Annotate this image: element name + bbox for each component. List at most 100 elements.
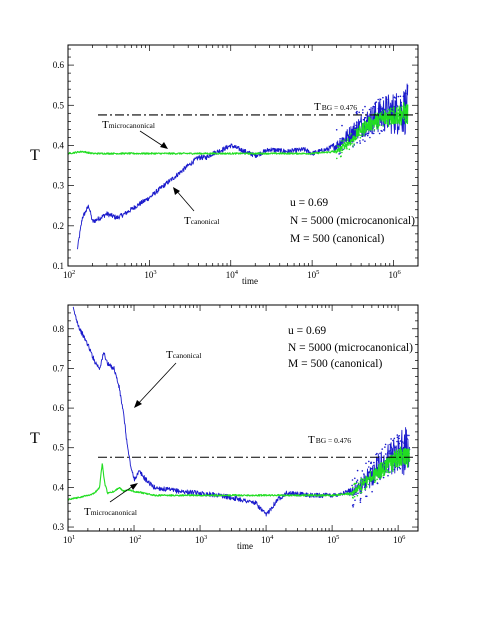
series-point-microcanonical: [387, 469, 389, 472]
series-point-microcanonical: [389, 471, 391, 473]
series-point-canonical: [404, 100, 406, 103]
chart-bottom-x-axis-label: time: [237, 541, 253, 551]
series-point-microcanonical: [362, 482, 364, 484]
series-point-microcanonical: [399, 119, 402, 122]
series-point-canonical: [377, 107, 380, 110]
series-point-microcanonical: [335, 151, 338, 153]
series-point-canonical: [376, 459, 378, 461]
series-point-canonical: [379, 104, 382, 106]
series-point-canonical: [391, 102, 394, 104]
series-point-microcanonical: [381, 111, 383, 113]
series-point-microcanonical: [351, 494, 354, 496]
series-point-canonical: [364, 105, 366, 108]
series-point-canonical: [382, 96, 384, 99]
series-point-canonical: [405, 436, 408, 439]
series-point-microcanonical: [389, 109, 392, 111]
series-point-microcanonical: [376, 117, 379, 120]
series-point-microcanonical: [369, 470, 372, 473]
series-point-microcanonical: [403, 107, 406, 110]
series-point-canonical: [362, 109, 364, 111]
series-point-canonical: [377, 98, 380, 101]
series-point-canonical: [394, 97, 397, 99]
chart-top-label-microcanonical: Tmicrocanonical: [102, 119, 155, 131]
series-point-canonical: [380, 456, 383, 459]
series-line-canonical: [76, 83, 409, 250]
series-point-microcanonical: [383, 115, 386, 117]
series-point-microcanonical: [406, 462, 409, 465]
series-point-canonical: [368, 460, 370, 463]
series-point-microcanonical: [385, 112, 388, 115]
series-point-canonical: [379, 452, 381, 455]
series-point-canonical: [363, 486, 366, 489]
series-point-microcanonical: [368, 480, 371, 482]
series-point-canonical: [400, 101, 403, 104]
series-point-microcanonical: [374, 469, 377, 471]
series-point-microcanonical: [380, 469, 382, 472]
series-point-canonical: [379, 98, 382, 101]
series-point-canonical: [370, 468, 372, 470]
y-tick-label: 0.1: [53, 261, 64, 271]
series-point-microcanonical: [377, 466, 380, 469]
series-point-canonical: [387, 98, 389, 101]
series-point-microcanonical: [355, 487, 358, 489]
series-point-canonical: [398, 442, 401, 445]
series-point-canonical: [359, 497, 362, 500]
series-point-canonical: [374, 103, 376, 105]
series-point-canonical: [382, 129, 385, 131]
series-point-microcanonical: [387, 466, 389, 468]
series-point-microcanonical: [389, 457, 392, 460]
series-point-canonical: [399, 95, 402, 98]
y-tick-label: 0.7: [53, 363, 65, 373]
series-point-canonical: [369, 136, 371, 139]
series-point-microcanonical: [341, 149, 344, 152]
series-point-canonical: [351, 484, 353, 487]
series-point-microcanonical: [341, 151, 343, 154]
series-point-canonical: [362, 118, 365, 121]
series-point-microcanonical: [400, 116, 403, 118]
series-point-canonical: [351, 479, 354, 481]
chart-bottom-arrowhead-microcanonical: [130, 483, 138, 490]
x-tick-label: 104: [226, 269, 239, 280]
series-point-microcanonical: [364, 478, 366, 480]
series-point-canonical: [384, 443, 387, 446]
series-point-microcanonical: [374, 481, 376, 484]
series-point-microcanonical: [376, 478, 378, 481]
series-point-microcanonical: [347, 139, 349, 141]
series-point-microcanonical: [378, 117, 380, 119]
series-point-microcanonical: [387, 108, 390, 111]
series-point-microcanonical: [386, 471, 389, 473]
series-point-canonical: [335, 129, 338, 131]
series-point-microcanonical: [360, 131, 363, 133]
chart-top-x-tick-labels: 102 103 104 105 106: [63, 269, 402, 280]
series-point-canonical: [382, 476, 385, 479]
series-point-microcanonical: [347, 138, 349, 140]
series-point-microcanonical: [373, 129, 376, 131]
series-point-microcanonical: [393, 454, 396, 456]
chart-top: 102 103 104 105 106 0.10.20.30.40.50.6 time …: [30, 44, 419, 286]
series-point-canonical: [359, 140, 361, 142]
series-point-microcanonical: [363, 481, 366, 483]
y-tick-label: 0.3: [53, 522, 65, 532]
series-point-microcanonical: [374, 121, 376, 124]
series-point-microcanonical: [380, 475, 383, 478]
series-point-canonical: [363, 473, 365, 475]
series-point-microcanonical: [353, 483, 355, 486]
series-point-microcanonical: [389, 117, 392, 120]
series-point-microcanonical: [360, 477, 363, 480]
series-point-canonical: [345, 132, 348, 135]
series-point-microcanonical: [378, 124, 380, 127]
series-point-microcanonical: [368, 118, 370, 121]
series-point-canonical: [390, 438, 392, 440]
series-point-microcanonical: [396, 107, 398, 109]
chart-top-frame: [67, 44, 419, 267]
chart-top-reference-label: TBG = 0.476: [314, 101, 357, 113]
series-point-microcanonical: [395, 463, 398, 465]
chart-top-y-tick-labels: 0.1 0.2 0.3 0.4 0.5 0.6: [53, 60, 65, 271]
x-tick-label: 105: [307, 269, 319, 280]
series-point-microcanonical: [376, 127, 378, 130]
series-point-microcanonical: [352, 497, 354, 499]
series-point-microcanonical: [382, 462, 384, 465]
series-point-microcanonical: [383, 109, 386, 112]
series-point-microcanonical: [387, 462, 390, 464]
series-point-microcanonical: [371, 120, 373, 123]
